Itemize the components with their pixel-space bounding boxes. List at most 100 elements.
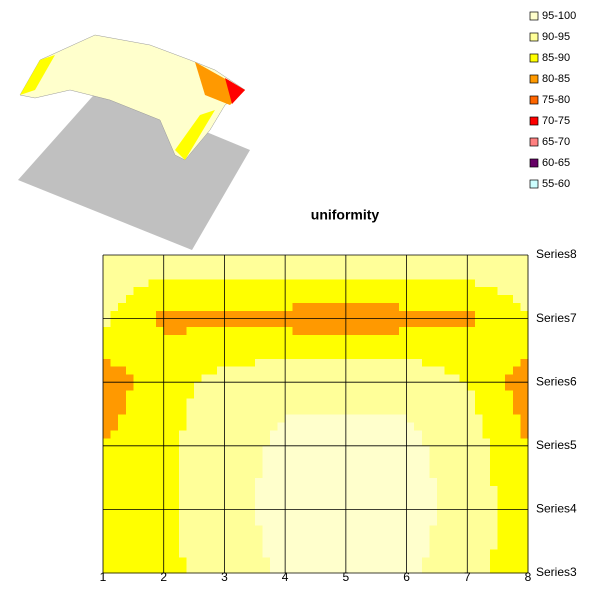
contour-cell (307, 398, 316, 407)
contour-cell (512, 358, 521, 367)
contour-cell (247, 429, 256, 439)
contour-cell (467, 565, 476, 574)
contour-cell (194, 421, 203, 431)
contour-cell (232, 398, 241, 407)
contour-cell (414, 485, 423, 494)
contour-cell (209, 453, 218, 463)
contour-cell (414, 398, 423, 407)
contour-cell (323, 565, 332, 574)
contour-cell (406, 406, 415, 415)
contour-cell (361, 342, 370, 351)
contour-cell (307, 294, 316, 304)
contour-cell (436, 294, 445, 304)
contour-cell (269, 358, 278, 367)
contour-cell (361, 310, 370, 319)
contour-cell (421, 437, 430, 447)
contour-cell (482, 453, 491, 463)
contour-cell (330, 406, 339, 415)
contour-cell (148, 469, 157, 478)
contour-cell (239, 533, 248, 542)
contour-cell (497, 437, 506, 447)
contour-cell (133, 453, 142, 463)
contour-cell (520, 310, 529, 319)
contour-cell (505, 318, 514, 327)
contour-cell (171, 469, 180, 478)
contour-cell (269, 294, 278, 304)
contour-cell (368, 390, 377, 399)
contour-cell (490, 533, 499, 542)
contour-cell (148, 262, 157, 272)
contour-cell (133, 326, 142, 335)
contour-cell (247, 278, 256, 288)
contour-cell (186, 350, 195, 359)
contour-cell (490, 326, 499, 335)
contour-cell (497, 262, 506, 272)
contour-cell (391, 445, 400, 455)
contour-cell (194, 437, 203, 447)
contour-cell (421, 310, 430, 319)
contour-cell (163, 366, 172, 375)
contour-cell (361, 374, 370, 383)
contour-cell (520, 382, 529, 391)
contour-cell (140, 565, 149, 574)
contour-cell (194, 270, 203, 280)
contour-cell (467, 461, 476, 471)
contour-cell (178, 406, 187, 415)
contour-cell (232, 533, 241, 542)
contour-cell (361, 334, 370, 343)
contour-cell (277, 342, 286, 351)
contour-cell (490, 437, 499, 447)
contour-cell (345, 302, 354, 312)
contour-cell (140, 262, 149, 272)
contour-cell (285, 342, 294, 351)
contour-cell (148, 382, 157, 391)
contour-cell (467, 262, 476, 272)
contour-cell (269, 493, 278, 502)
contour-cell (421, 493, 430, 502)
contour-cell (156, 358, 165, 367)
contour-cell (323, 294, 332, 304)
contour-cell (140, 286, 149, 296)
contour-cell (148, 445, 157, 455)
contour-cell (292, 453, 301, 463)
contour-cell (140, 477, 149, 486)
contour-cell (209, 509, 218, 518)
contour-cell (436, 286, 445, 296)
contour-cell (194, 398, 203, 407)
contour-cell (421, 255, 430, 264)
contour-cell (330, 533, 339, 542)
contour-cell (338, 278, 347, 288)
contour-cell (148, 350, 157, 359)
contour-cell (300, 421, 309, 431)
contour-cell (163, 453, 172, 463)
contour-cell (398, 509, 407, 518)
contour-cell (285, 302, 294, 312)
contour-cell (361, 318, 370, 327)
contour-cell (383, 541, 392, 550)
contour-cell (216, 509, 225, 518)
contour-cell (269, 437, 278, 447)
contour-cell (262, 350, 271, 359)
contour-cell (247, 318, 256, 327)
contour-cell (148, 255, 157, 264)
contour-cell (232, 437, 241, 447)
contour-cell (269, 334, 278, 343)
contour-cell (254, 366, 263, 375)
contour-cell (467, 358, 476, 367)
contour-cell (315, 533, 324, 542)
contour-cell (323, 406, 332, 415)
contour-cell (414, 437, 423, 447)
contour-cell (194, 565, 203, 574)
contour-cell (368, 350, 377, 359)
contour-cell (474, 493, 483, 502)
contour-cell (383, 318, 392, 327)
contour-cell (520, 262, 529, 272)
contour-cell (269, 302, 278, 312)
contour-cell (194, 310, 203, 319)
contour-cell (118, 366, 127, 375)
contour-cell (452, 469, 461, 478)
legend-label: 75-80 (542, 94, 570, 106)
contour-cell (103, 509, 111, 518)
contour-cell (452, 533, 461, 542)
contour-cell (474, 406, 483, 415)
